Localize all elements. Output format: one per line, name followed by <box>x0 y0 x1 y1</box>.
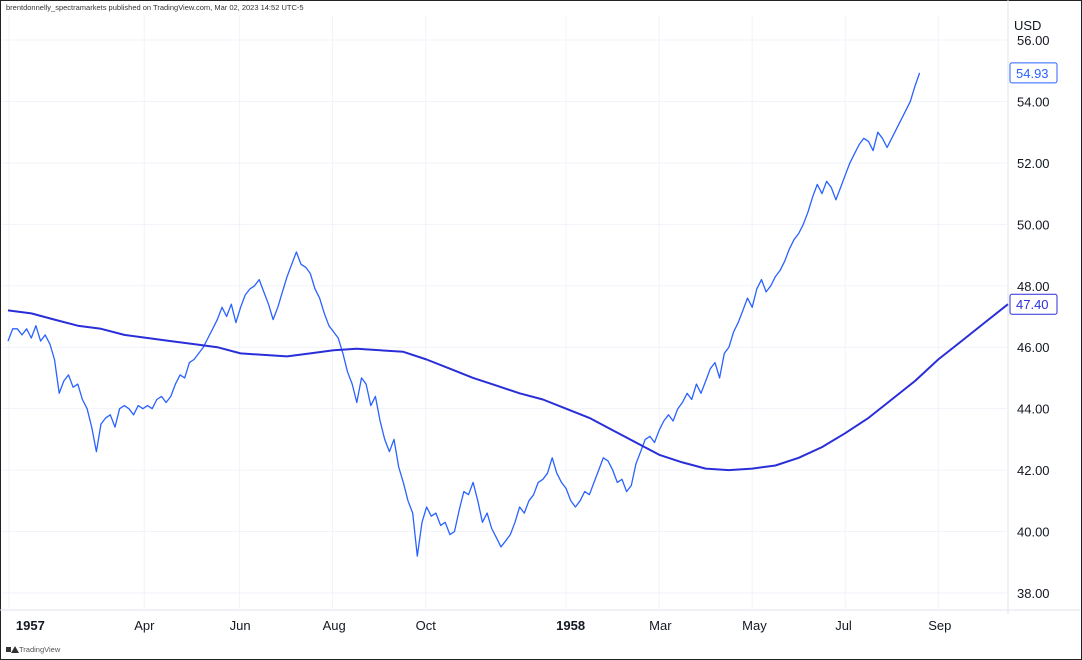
y-tick-label: 54.00 <box>1017 94 1050 109</box>
y-tick-label: 50.00 <box>1017 217 1050 232</box>
y-tick-label: 42.00 <box>1017 463 1050 478</box>
x-tick-label: Mar <box>649 618 672 633</box>
x-tick-label: Jul <box>835 618 852 633</box>
moving-average-line <box>7 303 1009 472</box>
x-tick-label: May <box>742 618 767 633</box>
last-value-labels: 54.93 47.40 <box>1009 62 1058 315</box>
grid <box>0 0 1080 614</box>
series-lines <box>7 72 1009 557</box>
tradingview-logo: TradingView <box>6 645 60 654</box>
y-tick-label: 40.00 <box>1017 525 1050 540</box>
y-axis: USD 38.00 40.00 42.00 44.00 46.00 48.00 50.00 52… <box>1014 18 1050 601</box>
last-value-text: 47.40 <box>1016 297 1049 312</box>
y-tick-label: 46.00 <box>1017 340 1050 355</box>
x-tick-label: Jun <box>230 618 251 633</box>
y-tick-label: 48.00 <box>1017 279 1050 294</box>
last-value-text: 54.93 <box>1016 66 1049 81</box>
y-tick-label: 38.00 <box>1017 586 1050 601</box>
last-value-box <box>1009 62 1058 84</box>
y-tick-label: 44.00 <box>1017 402 1050 417</box>
price-line <box>7 72 921 557</box>
x-axis: 1957 Apr Jun Aug Oct 1958 Mar May Jul Sep <box>16 618 951 633</box>
last-value-box <box>1009 293 1058 315</box>
x-tick-label: 1957 <box>16 618 45 633</box>
ma-last-value: 47.40 <box>1009 293 1058 315</box>
x-tick-label: Apr <box>134 618 155 633</box>
currency-label: USD <box>1014 18 1041 33</box>
tradingview-logo-icon <box>6 646 19 653</box>
price-last-value: 54.93 <box>1009 62 1058 84</box>
tradingview-logo-text: TradingView <box>19 645 61 654</box>
x-tick-label: Sep <box>928 618 951 633</box>
x-tick-label: Oct <box>416 618 437 633</box>
y-tick-label: 52.00 <box>1017 156 1050 171</box>
x-tick-label: 1958 <box>556 618 585 633</box>
x-tick-label: Aug <box>323 618 346 633</box>
byline: brentdonnelly_spectramarkets published o… <box>6 3 304 12</box>
y-tick-label: 56.00 <box>1017 33 1050 48</box>
